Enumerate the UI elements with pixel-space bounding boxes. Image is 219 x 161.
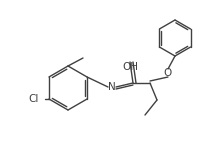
Text: O: O <box>164 68 172 78</box>
Text: N: N <box>108 82 116 92</box>
Text: OH: OH <box>122 62 138 72</box>
Text: Cl: Cl <box>28 94 39 104</box>
